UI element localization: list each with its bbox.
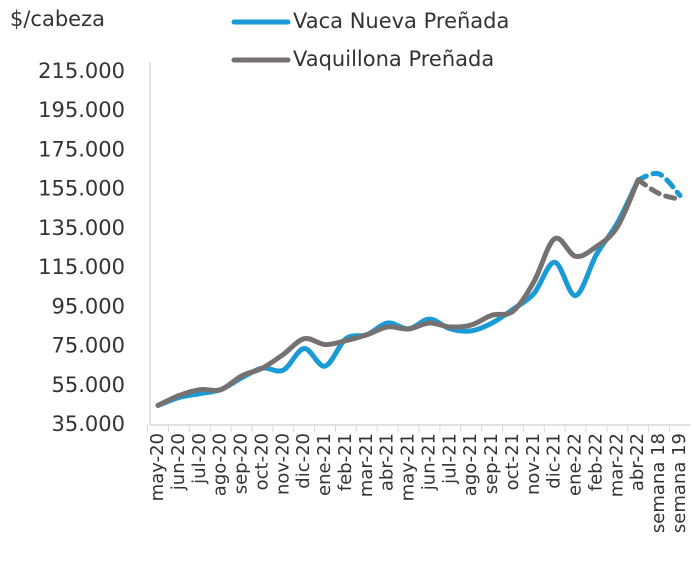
x-tick-label: may-21 — [398, 433, 419, 501]
y-tick-label: 95.000 — [52, 294, 125, 318]
y-tick-label: 35.000 — [52, 412, 125, 436]
y-tick-label: 115.000 — [38, 255, 125, 279]
series-line — [155, 177, 641, 408]
legend-label: Vaquillona Preñada — [293, 47, 494, 71]
x-tick-label: dic-20 — [293, 433, 314, 489]
x-tick-label: abr-21 — [377, 433, 398, 491]
legend-label: Vaca Nueva Preñada — [293, 9, 509, 33]
x-tick-label: ago-21 — [460, 433, 481, 496]
x-tick-label: mar-22 — [606, 433, 627, 497]
x-tick-label: nov-20 — [272, 433, 293, 495]
x-tick-label: ene-21 — [314, 433, 335, 496]
x-tick-label: jun-20 — [168, 433, 189, 491]
y-tick-label: 75.000 — [52, 334, 125, 358]
x-tick-label: feb-22 — [585, 433, 606, 491]
y-tick-label: 155.000 — [38, 177, 125, 201]
y-axis-label: $/cabeza — [10, 7, 105, 31]
x-tick-label: nov-21 — [523, 433, 544, 495]
x-tick-label: jun-21 — [418, 433, 439, 491]
x-tick-label: jul-20 — [189, 433, 210, 485]
x-tick-label: mar-21 — [356, 433, 377, 497]
x-tick-label: dic-21 — [544, 433, 565, 489]
x-tick-label: ago-20 — [210, 433, 231, 496]
x-tick-label: sep-20 — [231, 433, 252, 494]
x-tick-label: abr-22 — [627, 433, 648, 491]
x-tick-label: semana 19 — [669, 433, 690, 533]
y-tick-label: 195.000 — [38, 98, 125, 122]
x-tick-label: oct-21 — [502, 433, 523, 490]
x-tick-label: jul-21 — [439, 433, 460, 485]
series-line-dashed — [635, 177, 683, 202]
y-tick-label: 135.000 — [38, 216, 125, 240]
x-tick-label: sep-21 — [481, 433, 502, 494]
series-line — [155, 177, 641, 408]
y-tick-label: 215.000 — [38, 59, 125, 83]
x-tick-label: ene-22 — [565, 433, 586, 496]
y-tick-label: 55.000 — [52, 373, 125, 397]
x-tick-label: feb-21 — [335, 433, 356, 491]
series-line-dashed — [635, 170, 683, 199]
x-tick-label: semana 18 — [648, 433, 669, 533]
x-tick-label: may-20 — [147, 433, 168, 501]
y-tick-label: 175.000 — [38, 137, 125, 161]
x-tick-label: oct-20 — [251, 433, 272, 490]
